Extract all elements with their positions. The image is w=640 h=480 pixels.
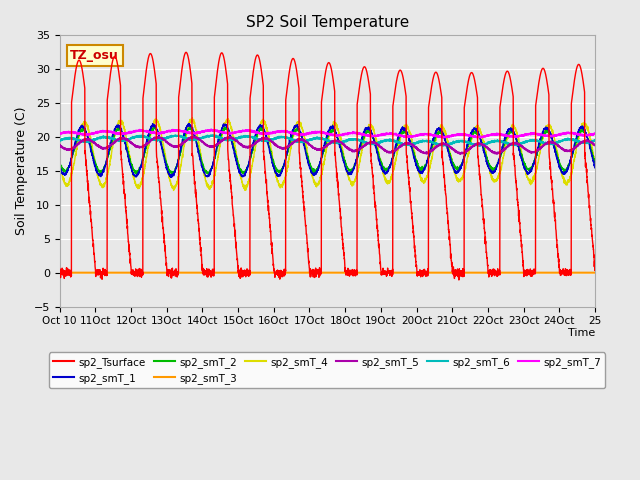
sp2_smT_4 <box>591 160 599 166</box>
sp2_smT_2 <box>591 159 598 165</box>
sp2_smT_7 <box>205 127 213 133</box>
sp2_smT_7 <box>591 131 598 137</box>
Line: sp2_Tsurface: sp2_Tsurface <box>60 52 595 280</box>
sp2_smT_7 <box>207 126 215 132</box>
sp2_smT_4 <box>56 159 63 165</box>
Title: SP2 Soil Temperature: SP2 Soil Temperature <box>246 15 409 30</box>
sp2_smT_6 <box>389 138 397 144</box>
Line: sp2_smT_5: sp2_smT_5 <box>60 136 595 154</box>
sp2_Tsurface <box>389 103 397 109</box>
sp2_smT_4 <box>171 186 179 192</box>
sp2_smT_1 <box>148 121 156 127</box>
sp2_Tsurface <box>380 271 387 277</box>
sp2_smT_3 <box>170 270 178 276</box>
sp2_smT_7 <box>56 131 63 136</box>
sp2_smT_6 <box>475 143 483 149</box>
sp2_smT_2 <box>150 124 158 130</box>
sp2_smT_2 <box>380 166 387 171</box>
sp2_smT_5 <box>380 146 387 152</box>
sp2_smT_2 <box>205 170 213 176</box>
Line: sp2_smT_7: sp2_smT_7 <box>60 129 595 138</box>
sp2_smT_6 <box>172 132 179 138</box>
sp2_Tsurface <box>591 268 598 274</box>
sp2_smT_1 <box>389 154 397 160</box>
sp2_smT_4 <box>380 173 387 179</box>
sp2_smT_2 <box>56 159 63 165</box>
sp2_Tsurface <box>541 67 548 73</box>
sp2_smT_1 <box>380 169 387 175</box>
sp2_smT_5 <box>591 142 599 148</box>
sp2_Tsurface <box>56 269 63 275</box>
sp2_smT_6 <box>591 138 598 144</box>
sp2_smT_1 <box>591 164 598 169</box>
sp2_smT_5 <box>205 143 213 149</box>
sp2_smT_5 <box>389 149 397 155</box>
sp2_smT_2 <box>171 168 179 174</box>
Line: sp2_smT_1: sp2_smT_1 <box>60 124 595 178</box>
sp2_smT_5 <box>591 142 598 148</box>
sp2_smT_2 <box>591 159 599 165</box>
sp2_smT_4 <box>170 188 177 193</box>
sp2_smT_3 <box>591 270 599 276</box>
sp2_smT_6 <box>56 138 63 144</box>
sp2_smT_3 <box>389 270 397 276</box>
sp2_smT_6 <box>591 137 599 143</box>
sp2_smT_1 <box>167 175 175 180</box>
sp2_smT_5 <box>189 133 197 139</box>
sp2_smT_5 <box>170 144 178 150</box>
sp2_smT_2 <box>205 172 213 178</box>
sp2_smT_7 <box>591 131 599 136</box>
sp2_Tsurface <box>205 271 213 277</box>
sp2_smT_2 <box>389 154 397 159</box>
X-axis label: Time: Time <box>568 328 595 338</box>
sp2_smT_7 <box>438 135 446 141</box>
sp2_Tsurface <box>170 270 178 276</box>
sp2_smT_3 <box>540 270 548 276</box>
sp2_smT_7 <box>380 132 387 137</box>
sp2_smT_3 <box>205 270 213 276</box>
Line: sp2_smT_6: sp2_smT_6 <box>60 135 595 146</box>
sp2_smT_1 <box>205 172 213 178</box>
sp2_Tsurface <box>182 49 190 55</box>
Legend: sp2_Tsurface, sp2_smT_1, sp2_smT_2, sp2_smT_3, sp2_smT_4, sp2_smT_5, sp2_smT_6, : sp2_Tsurface, sp2_smT_1, sp2_smT_2, sp2_… <box>49 352 605 388</box>
sp2_smT_4 <box>389 168 397 174</box>
sp2_Tsurface <box>591 264 599 270</box>
sp2_smT_1 <box>56 163 63 168</box>
sp2_smT_3 <box>56 270 63 276</box>
sp2_smT_1 <box>171 168 179 174</box>
sp2_smT_6 <box>541 140 548 145</box>
sp2_smT_4 <box>541 130 548 136</box>
sp2_smT_5 <box>56 142 63 148</box>
Text: TZ_osu: TZ_osu <box>70 49 119 62</box>
sp2_smT_6 <box>380 138 387 144</box>
sp2_smT_5 <box>493 151 501 156</box>
sp2_smT_1 <box>541 125 548 131</box>
sp2_smT_4 <box>205 183 213 189</box>
sp2_smT_7 <box>389 131 397 137</box>
sp2_smT_3 <box>591 270 598 276</box>
sp2_Tsurface <box>455 277 463 283</box>
sp2_smT_3 <box>380 270 387 276</box>
sp2_smT_6 <box>170 133 178 139</box>
sp2_smT_6 <box>205 133 213 139</box>
Line: sp2_smT_4: sp2_smT_4 <box>60 118 595 191</box>
sp2_smT_2 <box>541 130 548 136</box>
sp2_smT_1 <box>591 164 599 170</box>
sp2_smT_4 <box>591 162 598 168</box>
Line: sp2_smT_2: sp2_smT_2 <box>60 127 595 175</box>
sp2_smT_7 <box>541 132 548 138</box>
sp2_smT_4 <box>189 115 196 120</box>
sp2_smT_5 <box>541 142 548 147</box>
sp2_smT_7 <box>170 128 178 133</box>
Y-axis label: Soil Temperature (C): Soil Temperature (C) <box>15 107 28 235</box>
